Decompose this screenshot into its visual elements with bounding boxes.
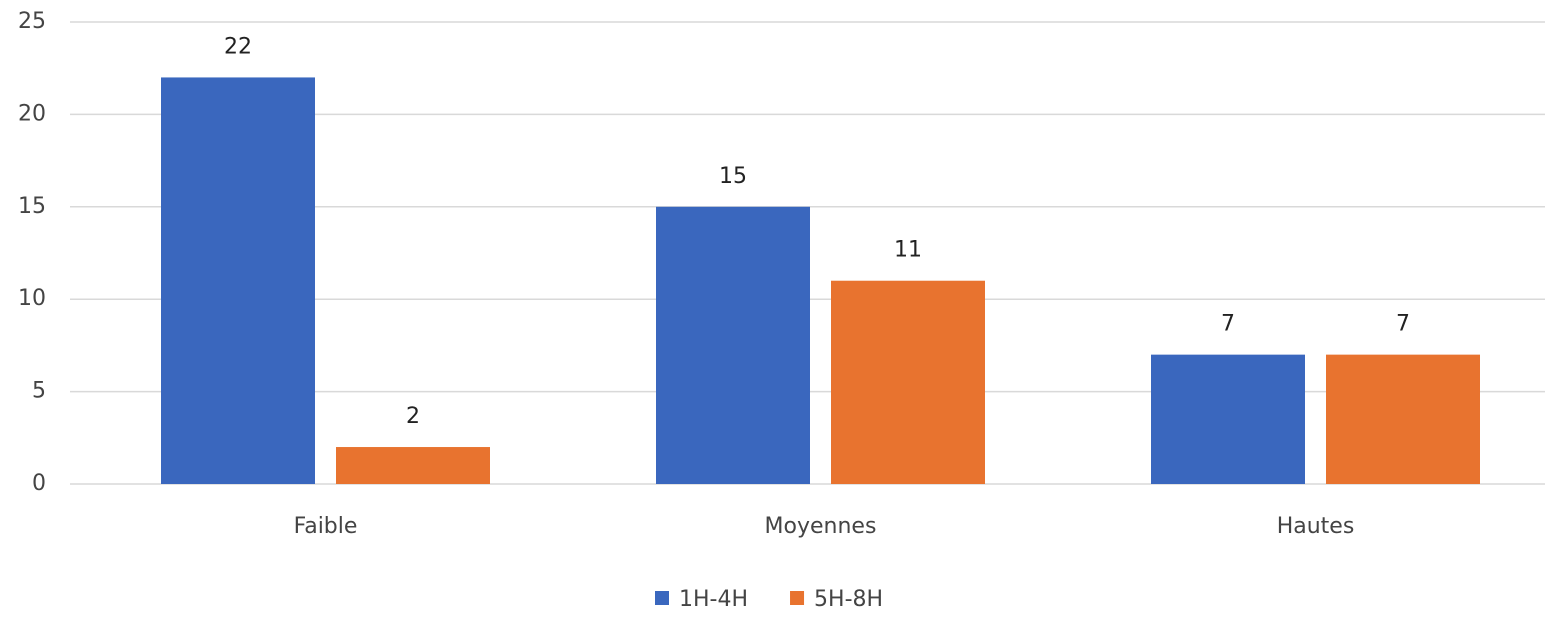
y-tick-label: 10 bbox=[18, 286, 46, 311]
legend-swatch bbox=[655, 591, 669, 605]
value-label: 22 bbox=[224, 34, 252, 59]
bar bbox=[656, 206, 810, 485]
x-tick-label: Faible bbox=[294, 514, 358, 539]
bar bbox=[161, 77, 315, 484]
y-tick-label: 15 bbox=[18, 194, 46, 219]
value-label: 7 bbox=[1221, 312, 1235, 337]
bar bbox=[336, 447, 490, 484]
x-tick-label: Hautes bbox=[1277, 514, 1355, 539]
x-tick-label: Moyennes bbox=[765, 514, 877, 539]
value-label: 2 bbox=[406, 404, 420, 429]
legend-label: 5H-8H bbox=[814, 587, 883, 612]
y-tick-label: 20 bbox=[18, 101, 46, 126]
y-tick-label: 5 bbox=[32, 379, 46, 404]
value-label: 11 bbox=[894, 238, 922, 263]
y-tick-label: 25 bbox=[18, 9, 46, 34]
bar bbox=[1151, 354, 1305, 484]
legend-label: 1H-4H bbox=[679, 587, 748, 612]
bar bbox=[831, 280, 985, 484]
legend-swatch bbox=[790, 591, 805, 605]
value-label: 15 bbox=[719, 164, 747, 189]
y-tick-label: 0 bbox=[32, 471, 46, 496]
bar bbox=[1326, 354, 1480, 484]
value-label: 7 bbox=[1396, 312, 1410, 337]
